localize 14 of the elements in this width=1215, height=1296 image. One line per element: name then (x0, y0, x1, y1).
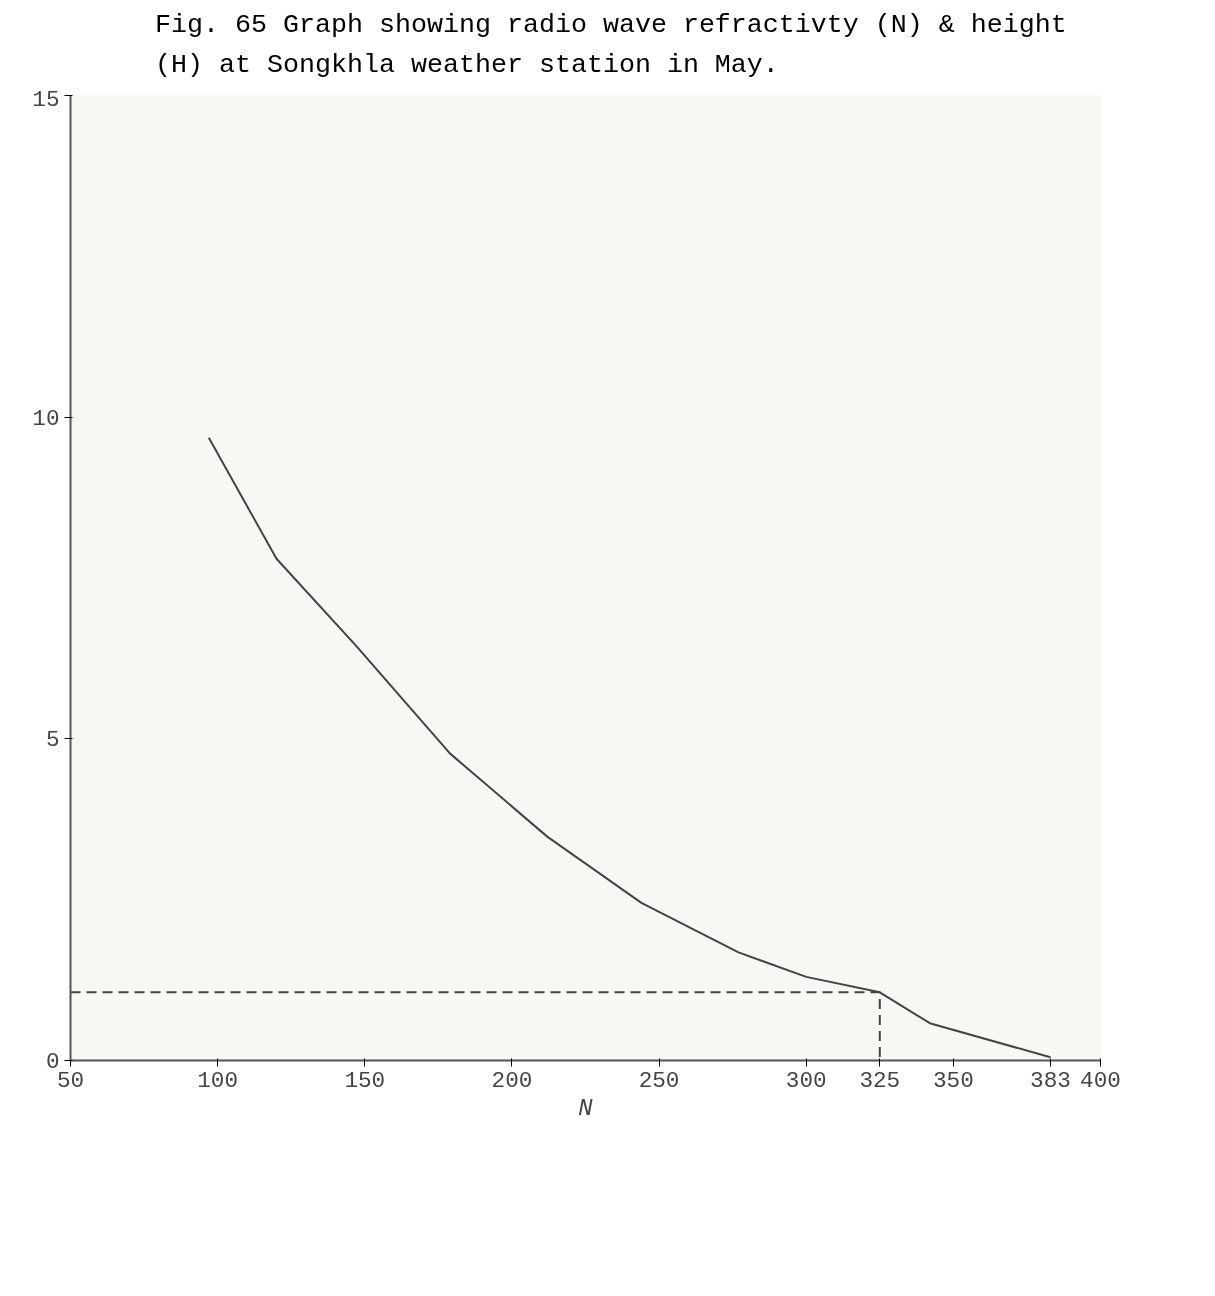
y-tick-label: 15 (32, 86, 60, 113)
x-tick-label: 383 (1030, 1067, 1071, 1094)
y-tick-label: 10 (32, 405, 60, 432)
x-tick-label: 350 (932, 1067, 974, 1094)
x-tick-label: 400 (1080, 1067, 1121, 1094)
x-tick-label: 200 (491, 1067, 533, 1094)
x-tick-label: 100 (197, 1067, 239, 1094)
x-tick-label: 325 (859, 1067, 901, 1094)
x-tick-label: 150 (344, 1067, 386, 1094)
chart-title: Fig. 65 Graph showing radio wave refractivty (N) & height (H) at Songkhla weather station in May. (154, 9, 1068, 82)
y-tick-label: 5 (45, 727, 60, 754)
x-tick-label: 300 (785, 1067, 827, 1094)
x-tick-label: 250 (638, 1067, 680, 1094)
x-axis-title: N (578, 1094, 594, 1122)
